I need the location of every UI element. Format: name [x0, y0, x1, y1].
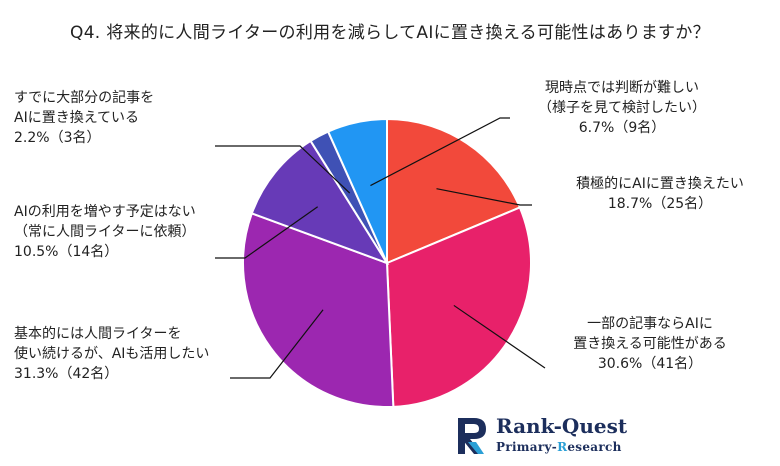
slice-label-1: 積極的にAIに置き換えたい 18.7%（25名） — [576, 176, 744, 212]
leader-line-3 — [230, 309, 324, 379]
slice-label-3: 基本的には人間ライターを使い続けるが、AIも活用したい 31.3%（42名） — [14, 325, 209, 382]
slice-label-2: 一部の記事ならAIに置き換える可能性がある 30.6%（41名） — [573, 315, 727, 372]
rank-quest-logo: Rank-Quest Primary-Research — [452, 412, 632, 462]
slice-label-4: AIの利用を増やす予定はない（常に人間ライターに依頼） 10.5%（14名） — [14, 204, 196, 260]
leader-line-2 — [453, 304, 546, 369]
slice-label-6: 現時点では判断が難しい（様子を見て検討したい） 6.7%（9名） — [538, 80, 706, 136]
leader-lines — [215, 117, 546, 379]
leader-line-1 — [436, 188, 532, 206]
pie-slice-2 — [385, 206, 532, 408]
pie-slices — [242, 117, 532, 408]
rank-quest-logo-icon — [458, 418, 486, 454]
slice-labels: 積極的にAIに置き換えたい 18.7%（25名） 一部の記事ならAIに置き換える可能… — [14, 80, 744, 382]
chart-title: Q4. 将来的に人間ライターの利用を減らしてAIに置き換える可能性はありますか？ — [70, 23, 710, 43]
slice-label-5: すでに大部分の記事を AIに置き換えている 2.2%（3名） — [14, 89, 154, 146]
leader-line-4 — [215, 206, 319, 259]
logo-brand-text: Rank-Quest — [496, 414, 628, 438]
pie-slice-3 — [242, 212, 395, 408]
logo-sub-text: Primary-Research — [496, 440, 622, 454]
pie-slice-1 — [386, 117, 522, 265]
pie-slice-6 — [326, 117, 388, 264]
pie-slice-4 — [250, 139, 390, 265]
leader-line-5 — [215, 145, 351, 194]
leader-line-6 — [370, 117, 510, 187]
